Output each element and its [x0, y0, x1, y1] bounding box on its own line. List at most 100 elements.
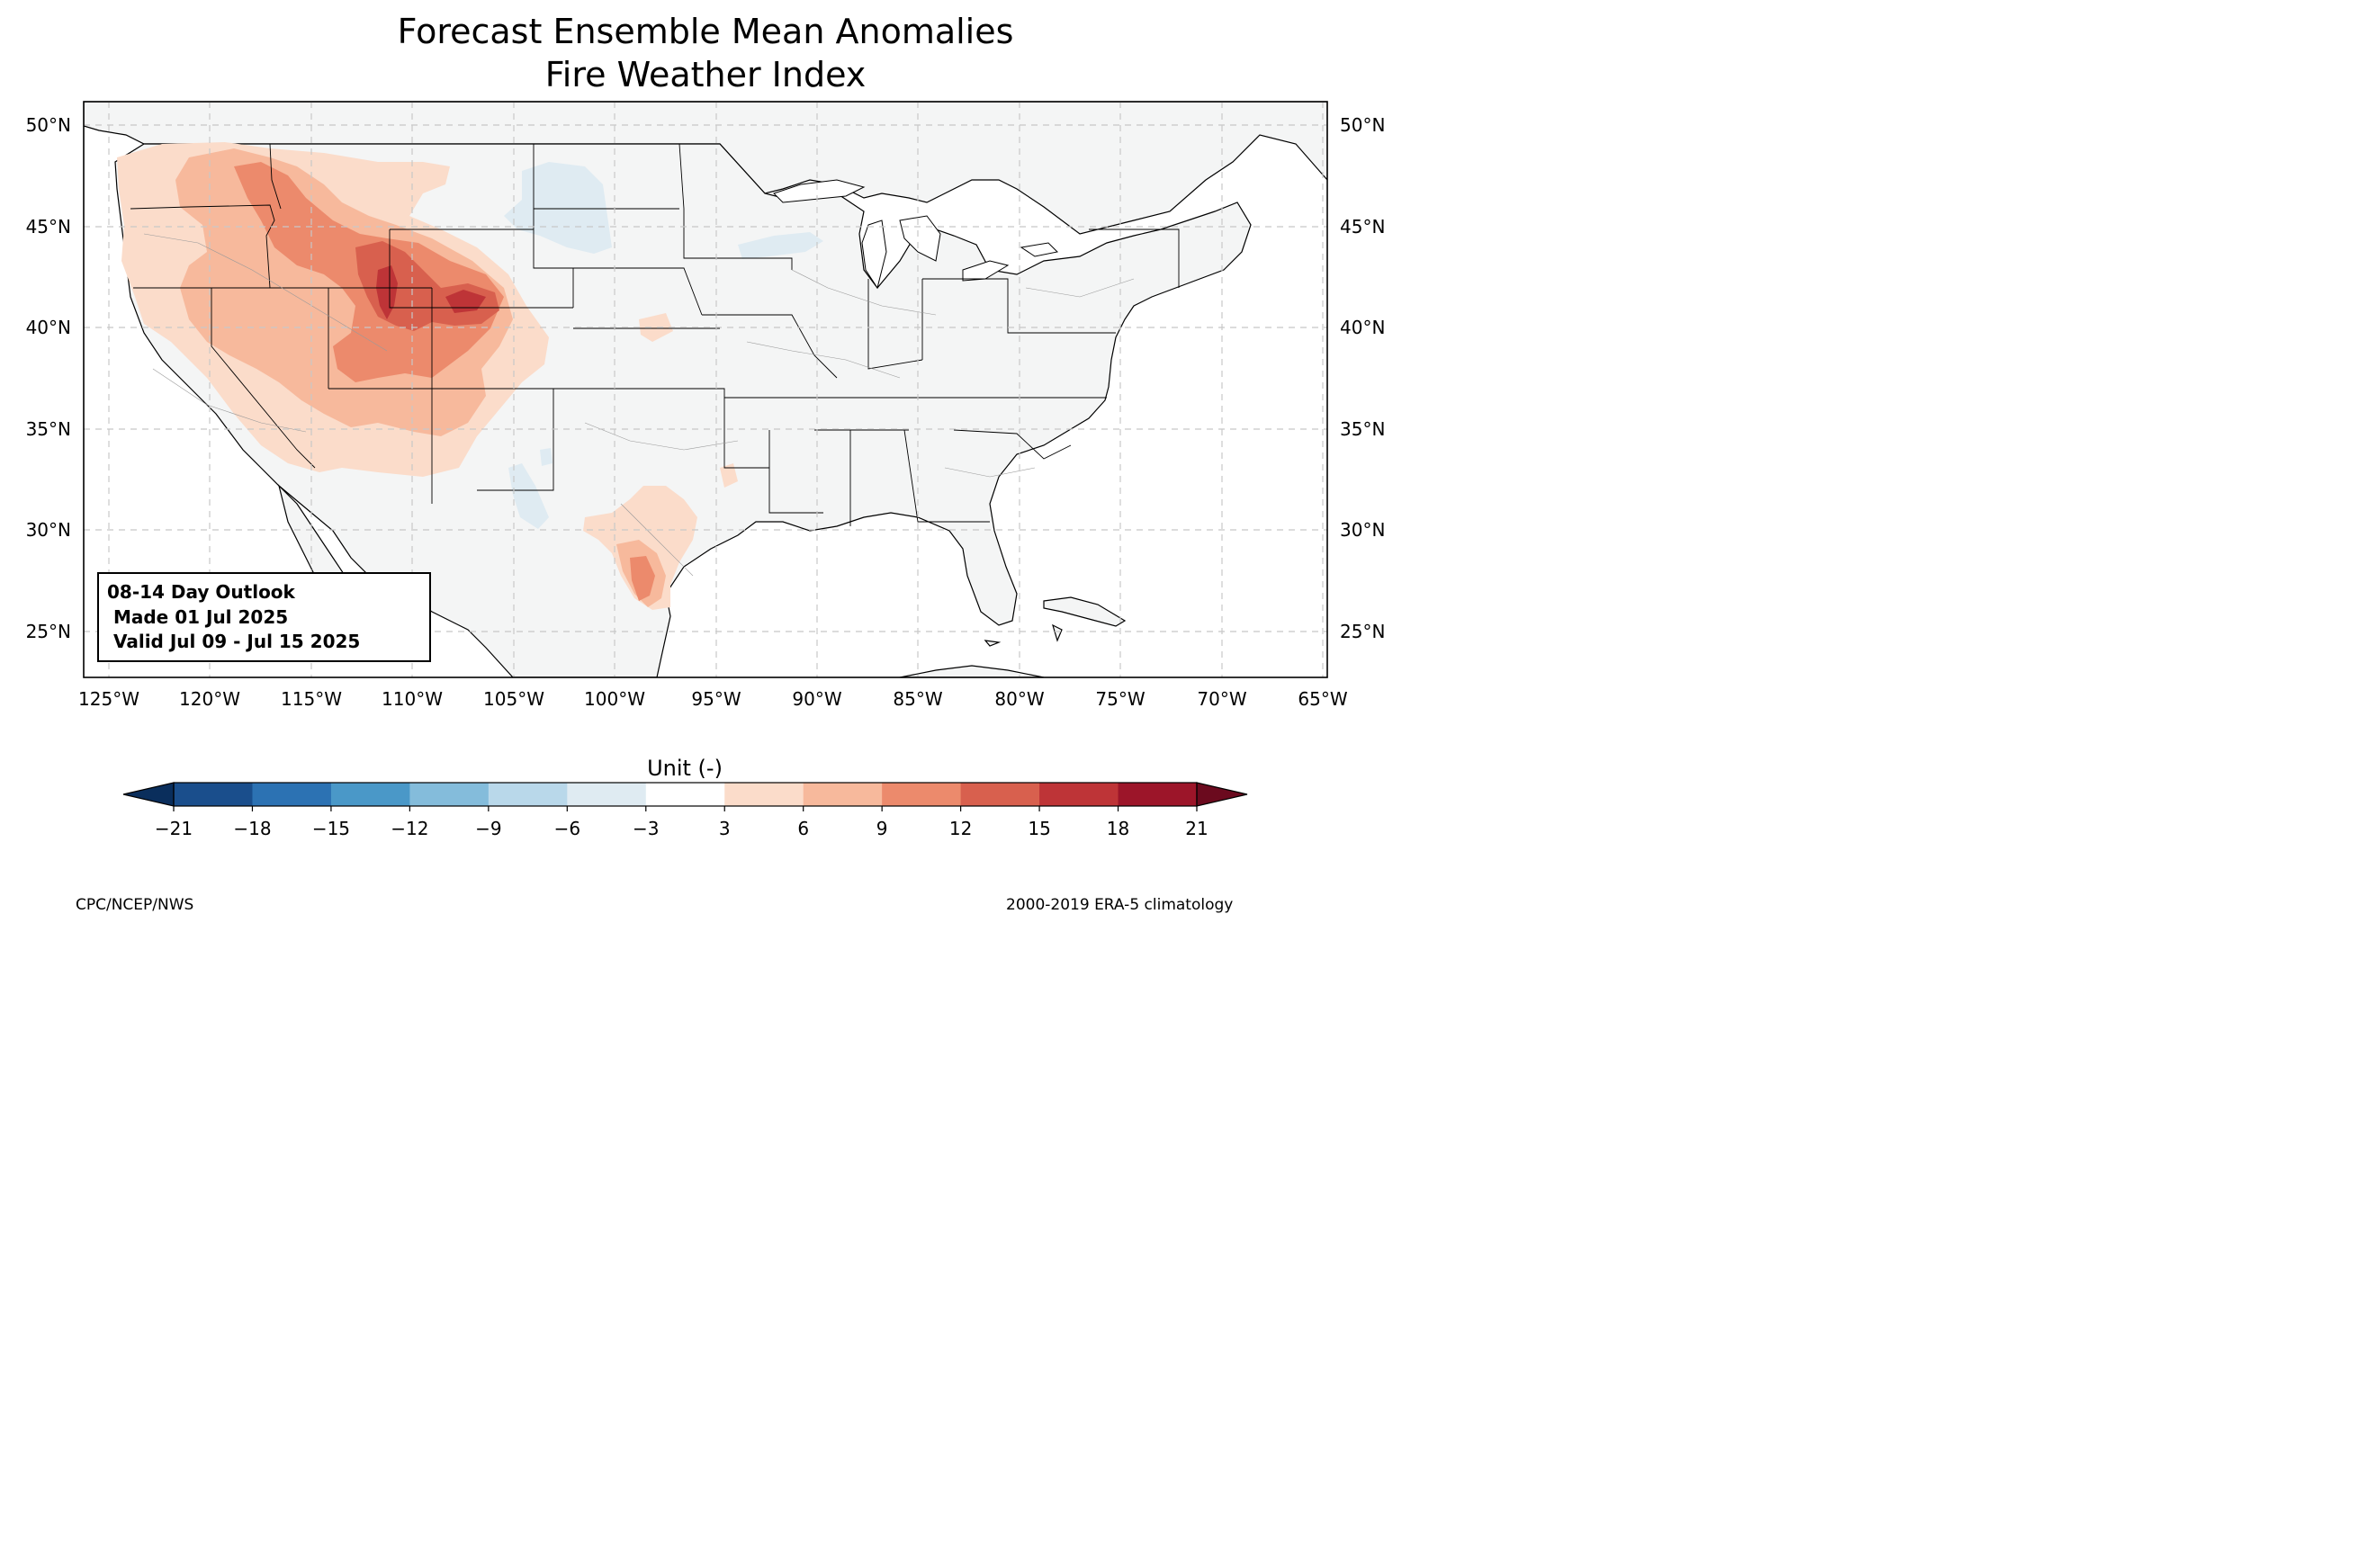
lat-tick-label: 25°N — [26, 621, 71, 642]
lat-tick-labels-right: 50°N 45°N 40°N 35°N 30°N 25°N — [1340, 114, 1385, 642]
figure-title-line-1: Forecast Ensemble Mean Anomalies — [397, 12, 1014, 51]
colorbar-tick-label: −9 — [475, 818, 501, 839]
lake-superior — [773, 179, 866, 203]
outlook-title: 08-14 Day Outlook — [107, 581, 296, 603]
lat-tick-label: 45°N — [1340, 216, 1385, 237]
lon-tick-label: 85°W — [893, 688, 942, 710]
colorbar-tick-label: 18 — [1107, 818, 1129, 839]
colorbar-extend-high — [1197, 783, 1247, 806]
anomaly-neg-minnesota — [504, 162, 612, 254]
lon-tick-label: 120°W — [179, 688, 240, 710]
anomaly-3to6-kansas — [639, 313, 673, 342]
cuba-island — [1043, 596, 1127, 627]
map-figure: 125°W 120°W 115°W 110°W 105°W 100°W 95°W… — [26, 101, 1385, 839]
al-ga-border — [903, 429, 990, 523]
caribbean-islands — [984, 623, 1063, 647]
colorbar-tick-label: −12 — [391, 818, 428, 839]
colorbar-bin — [488, 783, 568, 806]
lat-tick-label: 30°N — [1340, 519, 1385, 541]
colorbar-bin — [252, 783, 332, 806]
lon-tick-label: 105°W — [483, 688, 544, 710]
lon-tick-label: 70°W — [1197, 688, 1246, 710]
colorbar-extend-low — [123, 783, 174, 806]
colorbar-bin — [960, 783, 1040, 806]
lon-tick-label: 95°W — [691, 688, 741, 710]
lon-tick-label: 80°W — [994, 688, 1044, 710]
lon-tick-label: 115°W — [281, 688, 342, 710]
california-nevada-border — [133, 287, 316, 469]
anomaly-neg-newmexico — [508, 448, 553, 529]
outlook-box-frame — [97, 572, 431, 662]
footer-climatology-label: 2000-2019 ERA-5 climatology — [1006, 896, 1234, 914]
yucatan-coast — [899, 665, 1045, 677]
lat-tick-label: 35°N — [1340, 418, 1385, 440]
lon-tick-label: 110°W — [382, 688, 443, 710]
anomaly-9to12-texas — [630, 556, 655, 601]
colorbar-bin — [645, 783, 725, 806]
colorbar-bin — [567, 783, 647, 806]
lon-tick-label: 90°W — [792, 688, 841, 710]
colorbar-tick-label: 6 — [797, 818, 809, 839]
oregon-borders — [130, 204, 275, 289]
minnesota-borders — [678, 143, 793, 270]
anomaly-neg-iowa — [738, 232, 823, 259]
lon-tick-labels: 125°W 120°W 115°W 110°W 105°W 100°W 95°W… — [78, 688, 1348, 710]
outlook-info-box: 08-14 Day Outlook Made 01 Jul 2025 Valid… — [97, 572, 431, 662]
colorbar-tick-label: −18 — [233, 818, 271, 839]
lat-tick-label: 40°N — [26, 317, 71, 338]
sd-ne-border — [534, 267, 703, 316]
lat-tick-label: 40°N — [1340, 317, 1385, 338]
colorbar-bins — [174, 783, 1198, 806]
new-england-borders — [1089, 228, 1180, 288]
colorbar: Unit (-) −21 −18 −15 −12 −9 −6 −3 3 6 9 12 15 18 21 — [122, 756, 1248, 839]
colorbar-bin — [803, 783, 883, 806]
colorbar-bin — [409, 783, 490, 806]
colorbar-extend-low-outline — [122, 782, 175, 807]
lat-tick-label: 50°N — [26, 114, 71, 136]
pa-borders — [922, 278, 1116, 334]
lon-tick-label: 65°W — [1298, 688, 1347, 710]
colorbar-tick-label: −21 — [155, 818, 193, 839]
colorbar-bin — [724, 783, 804, 806]
colorbar-bin — [330, 783, 410, 806]
carolinas-border — [953, 429, 1072, 460]
colorbar-tick-label: 21 — [1185, 818, 1208, 839]
outlook-made-date: Made 01 Jul 2025 — [107, 606, 288, 628]
lat-tick-label: 25°N — [1340, 621, 1385, 642]
outlook-valid-range: Valid Jul 09 - Jul 15 2025 — [107, 631, 360, 652]
colorbar-tick-label: 12 — [949, 818, 972, 839]
colorbar-tick-label: 9 — [876, 818, 888, 839]
lon-tick-label: 125°W — [78, 688, 139, 710]
state-borders — [130, 143, 1180, 526]
colorbar-label: Unit (-) — [647, 756, 723, 781]
wyoming-colorado-borders — [389, 229, 573, 309]
lake-michigan — [861, 220, 887, 290]
lat-tick-label: 45°N — [26, 216, 71, 237]
colorbar-tick-label: −3 — [633, 818, 659, 839]
colorbar-tick-label: −15 — [312, 818, 350, 839]
ok-border — [553, 388, 769, 469]
colorbar-bin — [1118, 783, 1198, 806]
anomaly-15to18-wyoming-core — [376, 265, 486, 319]
colorbar-tick-label: 3 — [719, 818, 731, 839]
lake-ontario — [1020, 242, 1059, 257]
water-layer — [773, 179, 1059, 290]
lat-tick-label: 30°N — [26, 519, 71, 541]
lon-tick-label: 100°W — [584, 688, 645, 710]
colorbar-ticks: −21 −18 −15 −12 −9 −6 −3 3 6 9 12 15 18 21 — [155, 806, 1208, 839]
lon-tick-label: 75°W — [1095, 688, 1145, 710]
tx-nm-border — [477, 389, 554, 491]
colorbar-bin — [1039, 783, 1119, 806]
illinois-indiana-border — [867, 279, 923, 370]
colorbar-bin — [882, 783, 962, 806]
footer-source-label: CPC/NCEP/NWS — [76, 896, 194, 914]
iowa-missouri-border — [702, 314, 838, 379]
lat-tick-label: 35°N — [26, 418, 71, 440]
colorbar-extend-high-outline — [1196, 782, 1248, 807]
anomaly-3to6-louisiana — [720, 463, 738, 488]
map-frame — [83, 101, 1328, 678]
colorbar-tick-label: 15 — [1028, 818, 1050, 839]
lat-tick-labels-left: 50°N 45°N 40°N 35°N 30°N 25°N — [26, 114, 71, 642]
washington-idaho-border — [269, 143, 282, 210]
arkansas-louisiana-border — [768, 430, 823, 514]
